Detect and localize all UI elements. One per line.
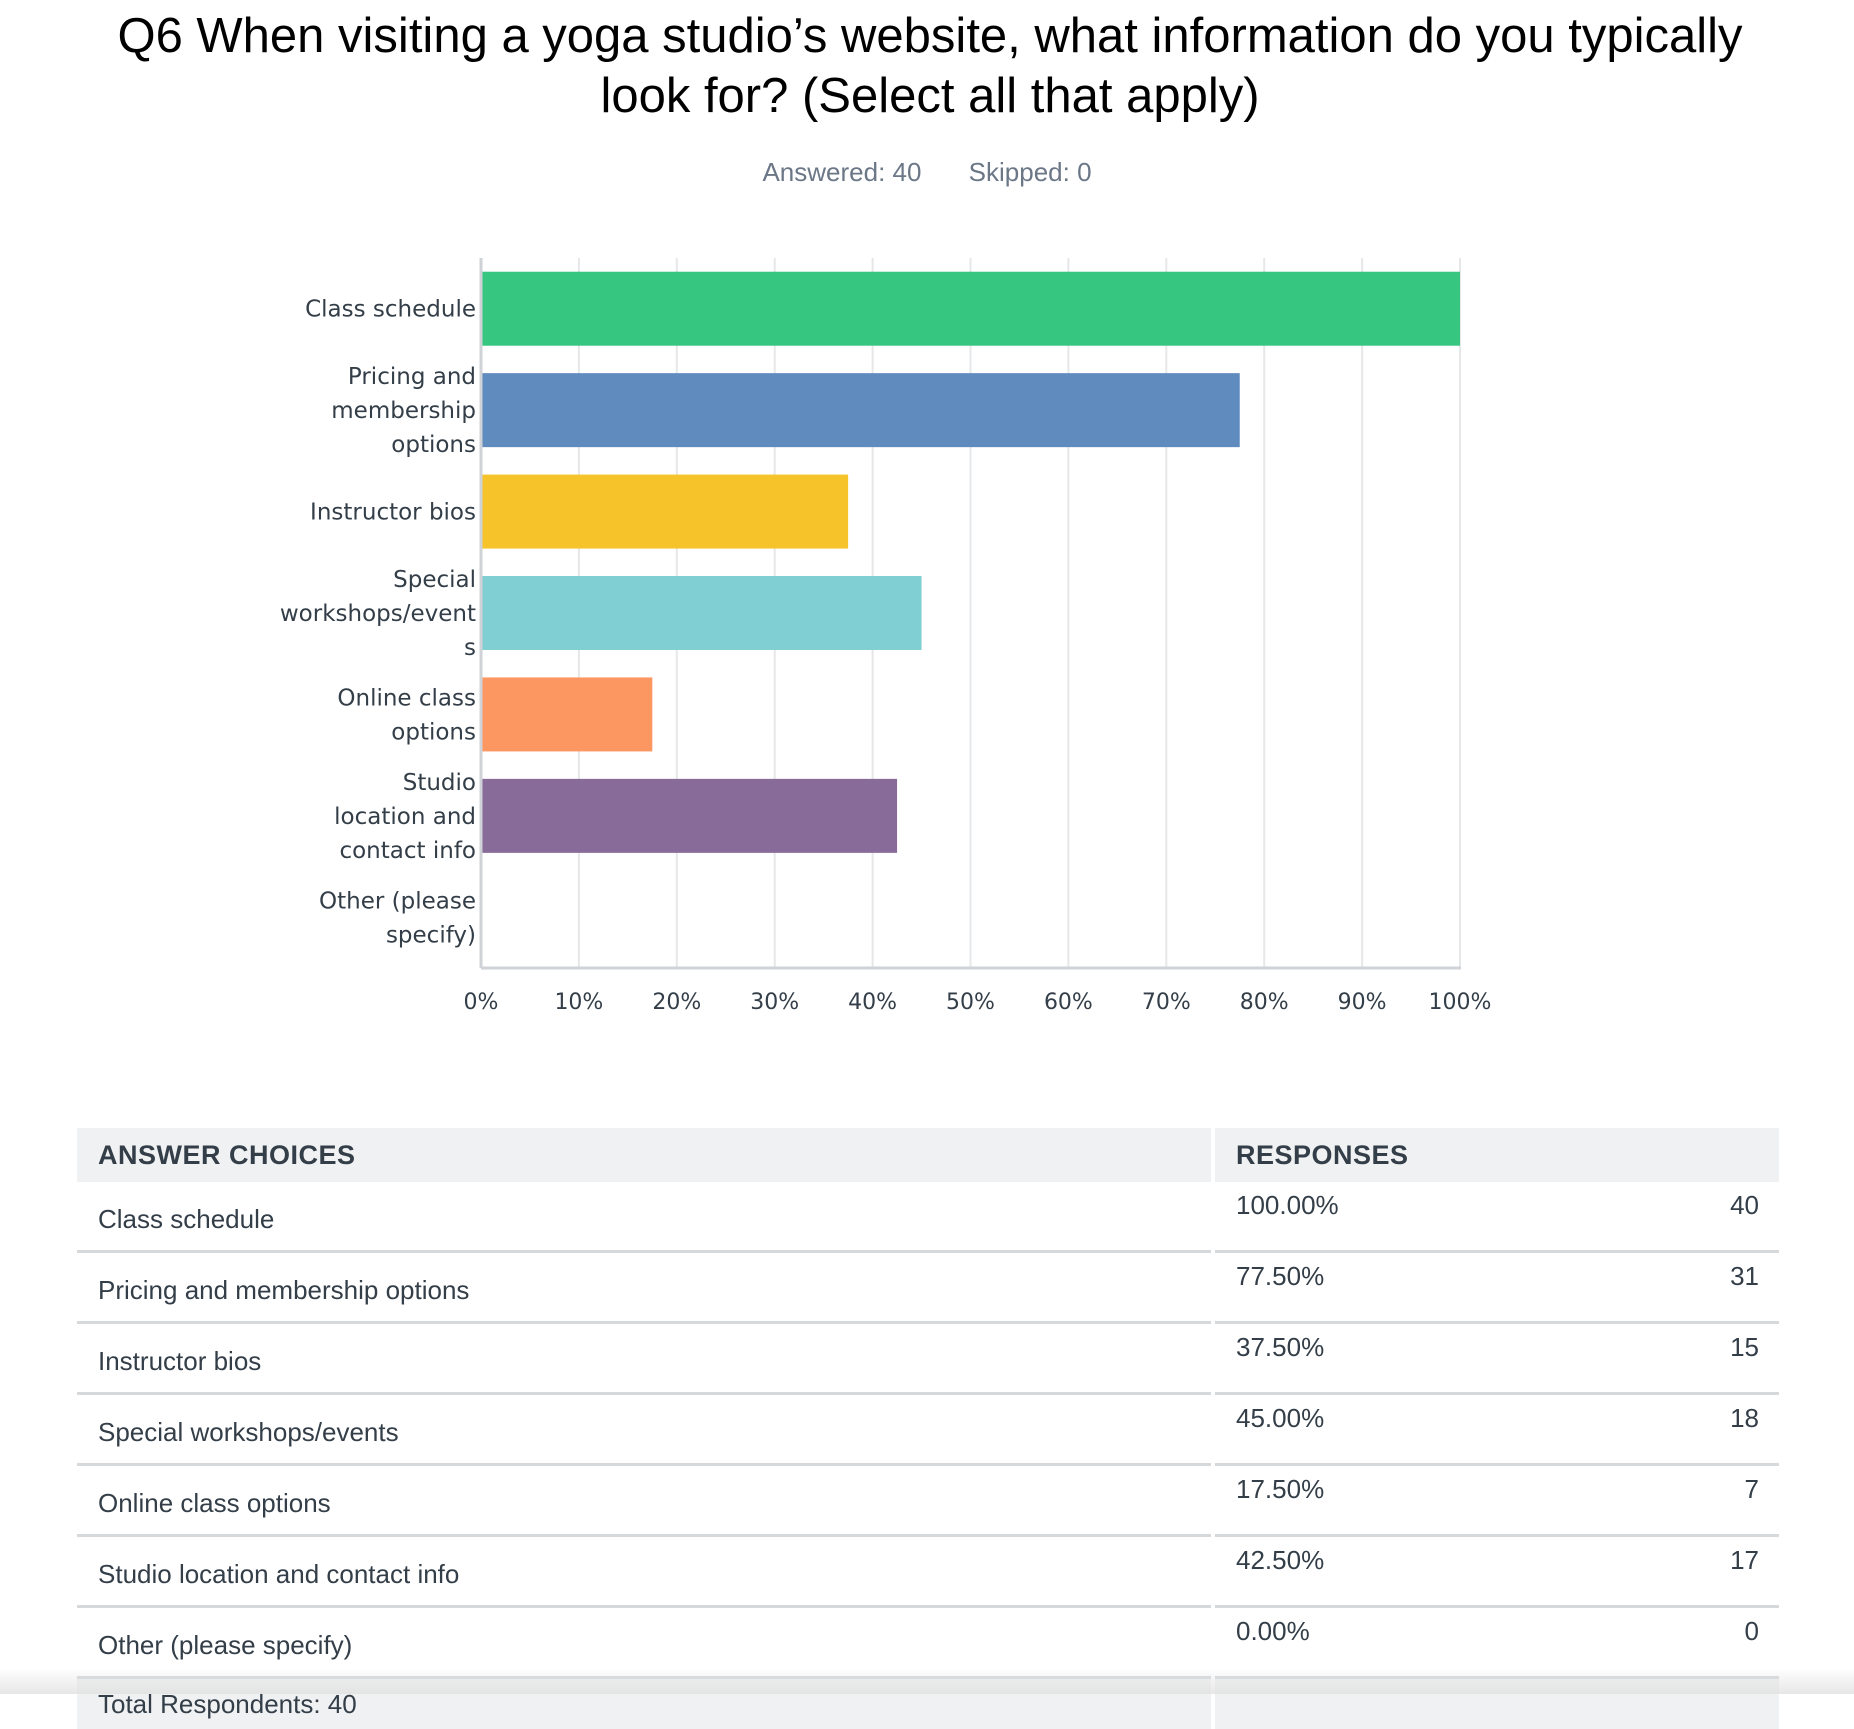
bar (481, 677, 653, 752)
bar (481, 373, 1240, 448)
chart-axes (479, 258, 1461, 970)
response-count: 0 (1744, 1616, 1759, 1646)
chart-category-labels: Class schedule Pricing and membership optio… (280, 297, 476, 949)
bar (481, 576, 922, 650)
bar-chart: Class schedule Pricing and membership optio… (280, 258, 1492, 1015)
category-label: Instructor bios (310, 500, 476, 526)
question-title: Q6 When visiting a yoga studio’s website… (60, 6, 1800, 126)
table-row: Studio location and contact info 42.50% 1… (77, 1537, 1779, 1608)
table-row: Class schedule 100.00% 40 (77, 1182, 1779, 1253)
table-row: Special workshops/events 45.00% 18 (77, 1395, 1779, 1466)
response-count: 18 (1730, 1403, 1759, 1433)
x-tick-label: 50% (946, 990, 995, 1015)
response-percent: 100.00% (1236, 1190, 1339, 1220)
category-label: Special workshops/event s (280, 567, 476, 661)
bar (481, 271, 1460, 346)
bottom-fade (0, 1668, 1854, 1694)
response-count: 31 (1730, 1261, 1759, 1291)
category-label: Class schedule (305, 297, 476, 323)
answer-choice: Studio location and contact info (77, 1537, 1211, 1608)
table-row: Instructor bios 37.50% 15 (77, 1324, 1779, 1395)
x-tick-label: 0% (464, 990, 499, 1015)
skipped-count: Skipped: 0 (968, 157, 1092, 187)
response-stats: Answered: 40 Skipped: 0 (0, 152, 1854, 192)
category-label: Pricing and membership options (331, 364, 476, 458)
response-percent: 42.50% (1236, 1545, 1325, 1575)
category-label: Online class options (337, 685, 476, 745)
x-tick-label: 100% (1429, 990, 1492, 1015)
x-tick-label: 40% (848, 990, 897, 1015)
response-count: 17 (1730, 1545, 1759, 1575)
response-percent: 17.50% (1236, 1474, 1325, 1504)
answer-choice: Class schedule (77, 1182, 1211, 1253)
question-title-line-2: look for? (Select all that apply) (600, 69, 1260, 123)
category-label: Other (please specify) (319, 888, 476, 948)
response-percent: 0.00% (1236, 1616, 1310, 1646)
chart-tick-labels: 0% 10% 20% 30% 40% 50% 60% 70% 80% 90% 100% (464, 990, 1492, 1015)
answer-choice: Special workshops/events (77, 1395, 1211, 1466)
response-count: 7 (1744, 1474, 1759, 1504)
response-count: 40 (1730, 1190, 1759, 1220)
answer-choice: Instructor bios (77, 1324, 1211, 1395)
response-count: 15 (1730, 1332, 1759, 1362)
response-percent: 37.50% (1236, 1332, 1325, 1362)
answer-choice: Online class options (77, 1466, 1211, 1537)
answered-count: Answered: 40 (762, 157, 922, 187)
x-tick-label: 80% (1240, 990, 1289, 1015)
header-responses: RESPONSES (1215, 1128, 1779, 1182)
x-tick-label: 90% (1338, 990, 1387, 1015)
question-title-line-1: Q6 When visiting a yoga studio’s website… (117, 9, 1743, 63)
x-tick-label: 10% (554, 990, 603, 1015)
answer-choice: Pricing and membership options (77, 1253, 1211, 1324)
x-tick-label: 20% (652, 990, 701, 1015)
bar (481, 778, 898, 853)
chart-bars (481, 271, 1460, 853)
bar (481, 474, 849, 549)
table-row: Online class options 17.50% 7 (77, 1466, 1779, 1537)
x-tick-label: 30% (750, 990, 799, 1015)
table-row: Pricing and membership options 77.50% 31 (77, 1253, 1779, 1324)
x-tick-label: 60% (1044, 990, 1093, 1015)
response-percent: 77.50% (1236, 1261, 1325, 1291)
responses-table: ANSWER CHOICES RESPONSES Class schedule … (77, 1128, 1779, 1729)
header-answer-choices: ANSWER CHOICES (77, 1128, 1211, 1182)
category-label: Studio location and contact info (334, 770, 476, 864)
x-tick-label: 70% (1142, 990, 1191, 1015)
table-header-row: ANSWER CHOICES RESPONSES (77, 1128, 1779, 1182)
response-percent: 45.00% (1236, 1403, 1325, 1433)
